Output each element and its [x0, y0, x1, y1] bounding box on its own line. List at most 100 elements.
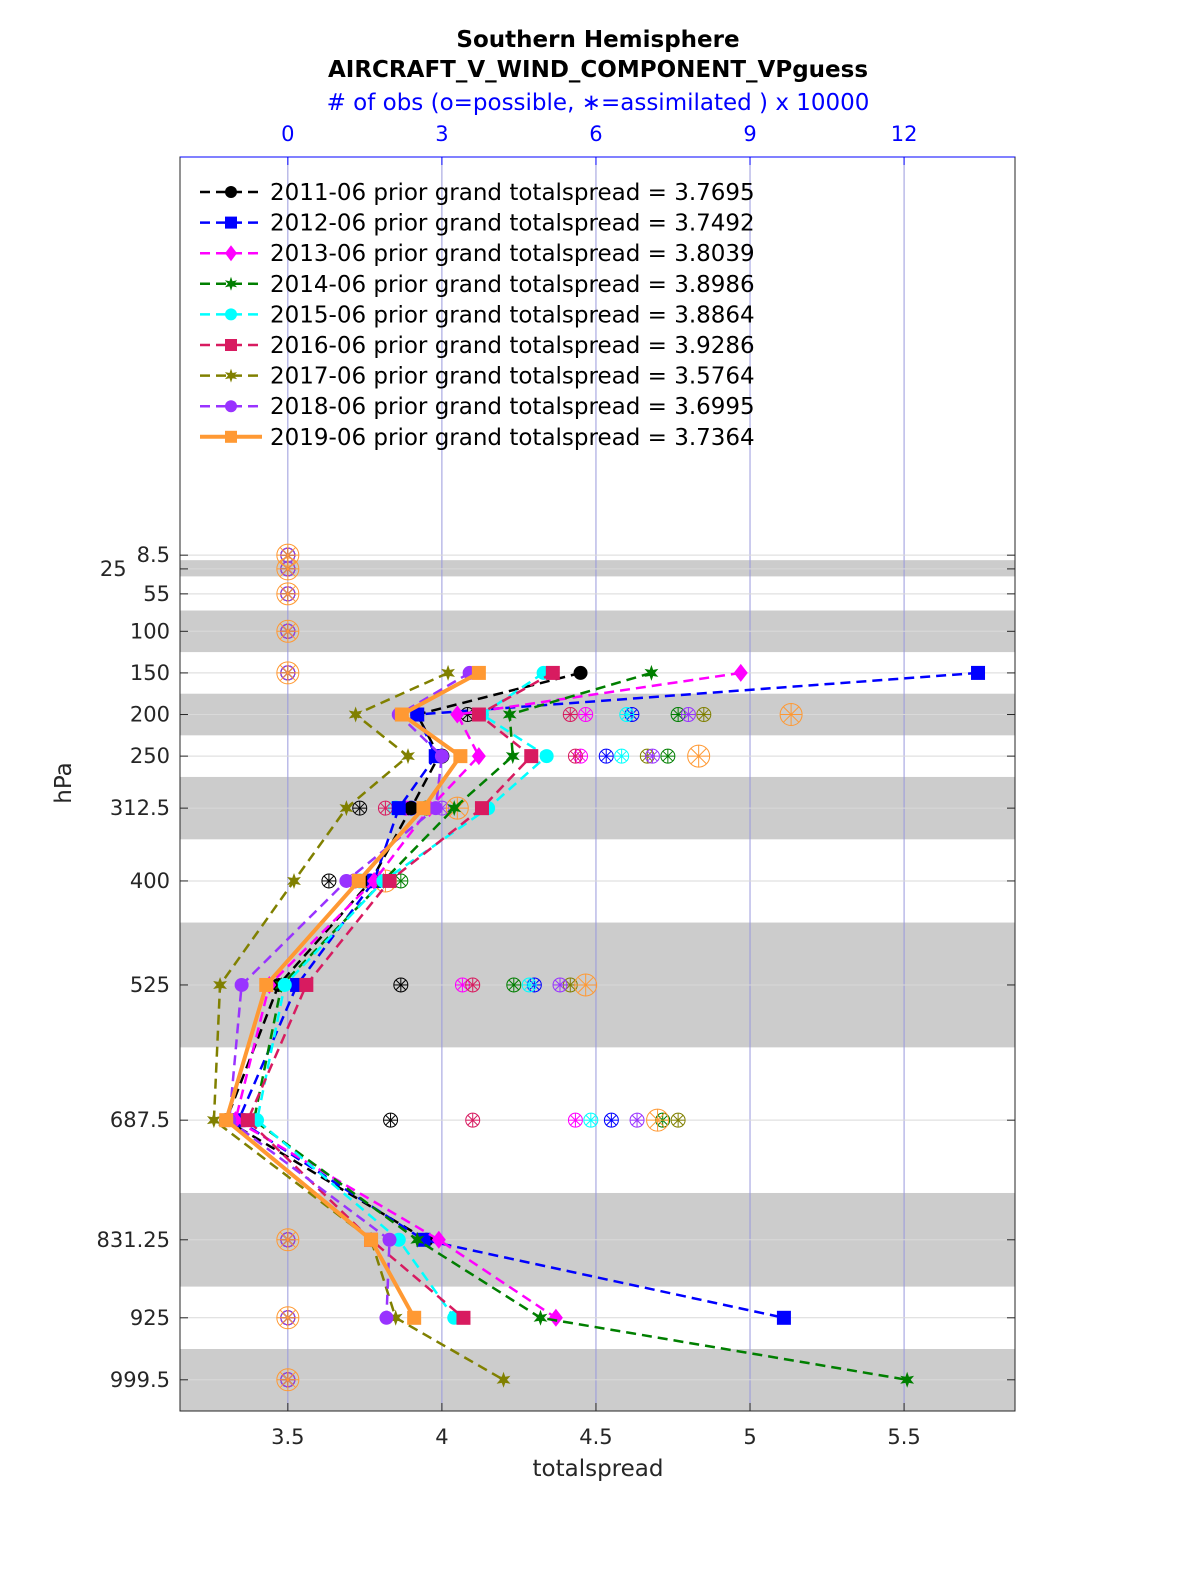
- data-point: [453, 749, 468, 764]
- shaded-layer: [180, 560, 1015, 577]
- obs-assimilated-marker: [395, 979, 407, 991]
- obs-assimilated-marker: [462, 709, 473, 720]
- grid: [180, 157, 1015, 1411]
- x-tick-label: 5.5: [887, 1425, 920, 1449]
- data-point: [339, 800, 354, 817]
- top-tick-label: 6: [589, 122, 602, 146]
- data-point: [225, 308, 237, 321]
- data-point: [471, 665, 486, 680]
- chart-subtitle: AIRCRAFT_V_WIND_COMPONENT_VPguess: [328, 57, 868, 83]
- obs-assimilated-marker: [616, 750, 627, 762]
- data-point: [971, 665, 986, 680]
- data-point: [456, 1310, 471, 1325]
- data-point: [471, 707, 486, 722]
- obs-assimilated-marker: [385, 1114, 396, 1126]
- data-point: [382, 1232, 397, 1247]
- obs-markers: [276, 543, 803, 1392]
- data-point: [394, 707, 409, 722]
- obs-assimilated-marker: [698, 709, 710, 720]
- data-point: [339, 873, 354, 888]
- data-point: [287, 872, 301, 889]
- obs-assimilated-marker: [606, 1114, 617, 1126]
- obs-assimilated-marker: [508, 979, 520, 991]
- y-tick-label: 999.5: [110, 1368, 170, 1392]
- y-tick-label: 25: [100, 557, 127, 581]
- series-line: [252, 671, 908, 1382]
- obs-assimilated-marker: [600, 750, 612, 762]
- obs-assimilated-marker: [580, 709, 591, 720]
- obs-assimilated-marker: [683, 709, 694, 720]
- data-point: [225, 245, 237, 262]
- x-axis-label: totalspread: [533, 1456, 664, 1482]
- data-point: [348, 706, 363, 723]
- obs-assimilated-marker: [323, 875, 335, 887]
- y-tick-label: 100: [130, 619, 170, 643]
- data-point: [428, 801, 443, 816]
- data-point: [213, 976, 227, 993]
- obs-assimilated-marker: [577, 976, 594, 994]
- obs-assimilated-marker: [279, 1371, 296, 1388]
- data-point: [219, 1113, 234, 1128]
- data-point: [431, 1230, 446, 1249]
- data-point: [900, 1371, 915, 1388]
- obs-assimilated-marker: [467, 979, 479, 991]
- data-point: [379, 1310, 394, 1325]
- data-point: [644, 664, 659, 681]
- obs-assimilated-marker: [647, 750, 658, 762]
- chart-title: Southern Hemisphere: [456, 27, 739, 53]
- data-point: [225, 186, 237, 198]
- obs-assimilated-marker: [467, 1114, 479, 1126]
- x-tick-label: 3.5: [271, 1425, 304, 1449]
- obs-assimilated-marker: [649, 1112, 666, 1129]
- data-point: [299, 977, 314, 992]
- legend-entry: 2017-06 prior grand totalspread = 3.5764: [270, 364, 755, 390]
- data-point: [206, 1112, 221, 1129]
- legend-entry: 2014-06 prior grand totalspread = 3.8986: [270, 272, 755, 298]
- obs-assimilated-marker: [279, 547, 296, 564]
- legend-entry: 2013-06 prior grand totalspread = 3.8039: [270, 241, 755, 267]
- obs-assimilated-marker: [279, 623, 296, 640]
- y-tick-label: 925: [130, 1306, 170, 1330]
- obs-assimilated-marker: [631, 1114, 643, 1126]
- data-point: [407, 1310, 422, 1325]
- data-point: [434, 749, 449, 764]
- data-point: [471, 747, 486, 766]
- data-point: [224, 368, 238, 383]
- obs-assimilated-marker: [585, 1114, 597, 1126]
- data-point: [391, 801, 406, 816]
- series-line: [212, 671, 505, 1381]
- x-tick-label: 4: [435, 1425, 448, 1449]
- data-point: [524, 749, 539, 764]
- y-tick-label: 687.5: [110, 1108, 170, 1132]
- data-point: [416, 801, 431, 816]
- obs-assimilated-marker: [662, 750, 674, 762]
- obs-assimilated-marker: [354, 802, 366, 814]
- data-point: [450, 705, 465, 724]
- data-point: [240, 1113, 255, 1128]
- data-point: [776, 1310, 791, 1325]
- y-tick-label: 312.5: [110, 796, 170, 820]
- legend-entry: 2019-06 prior grand totalspread = 3.7364: [270, 425, 755, 451]
- obs-assimilated-marker: [395, 875, 407, 887]
- data-point: [474, 801, 489, 816]
- data-point: [410, 1231, 425, 1248]
- data-point: [502, 706, 517, 723]
- legend-entry: 2018-06 prior grand totalspread = 3.6995: [270, 394, 755, 420]
- y-tick-label: 525: [130, 973, 170, 997]
- obs-assimilated-marker: [570, 750, 581, 762]
- data-point: [545, 665, 560, 680]
- series-group: [206, 663, 986, 1388]
- x-tick-label: 5: [743, 1425, 756, 1449]
- y-tick-label: 200: [130, 703, 170, 727]
- x-tick-label: 4.5: [579, 1425, 612, 1449]
- top-axis-label: # of obs (o=possible, ∗=assimilated ) x …: [327, 90, 870, 116]
- obs-assimilated-marker: [690, 747, 707, 765]
- data-point: [224, 276, 238, 291]
- obs-assimilated-marker: [570, 1114, 581, 1126]
- y-axis-label: hPa: [51, 762, 77, 804]
- data-point: [277, 977, 292, 992]
- legend-entry: 2015-06 prior grand totalspread = 3.8864: [270, 302, 755, 328]
- top-tick-label: 3: [435, 122, 448, 146]
